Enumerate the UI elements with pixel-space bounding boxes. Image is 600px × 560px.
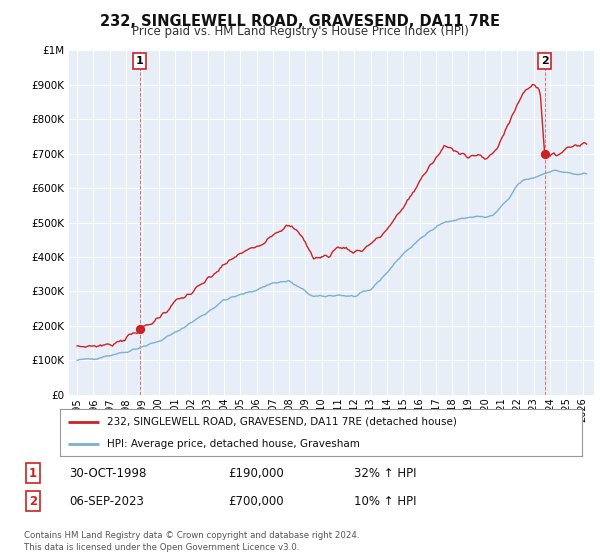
- Text: 1: 1: [136, 56, 143, 66]
- Text: 10% ↑ HPI: 10% ↑ HPI: [354, 494, 416, 508]
- Text: Price paid vs. HM Land Registry's House Price Index (HPI): Price paid vs. HM Land Registry's House …: [131, 25, 469, 38]
- Text: 2: 2: [541, 56, 548, 66]
- Text: 232, SINGLEWELL ROAD, GRAVESEND, DA11 7RE (detached house): 232, SINGLEWELL ROAD, GRAVESEND, DA11 7R…: [107, 417, 457, 427]
- Text: Contains HM Land Registry data © Crown copyright and database right 2024.: Contains HM Land Registry data © Crown c…: [24, 531, 359, 540]
- Text: £700,000: £700,000: [228, 494, 284, 508]
- Point: [135, 325, 145, 334]
- Text: HPI: Average price, detached house, Gravesham: HPI: Average price, detached house, Grav…: [107, 438, 360, 449]
- Text: 232, SINGLEWELL ROAD, GRAVESEND, DA11 7RE: 232, SINGLEWELL ROAD, GRAVESEND, DA11 7R…: [100, 14, 500, 29]
- Point: [540, 150, 550, 158]
- Text: 2: 2: [29, 494, 37, 508]
- Text: 30-OCT-1998: 30-OCT-1998: [69, 466, 146, 480]
- Text: £190,000: £190,000: [228, 466, 284, 480]
- Text: 32% ↑ HPI: 32% ↑ HPI: [354, 466, 416, 480]
- Text: This data is licensed under the Open Government Licence v3.0.: This data is licensed under the Open Gov…: [24, 543, 299, 552]
- Text: 1: 1: [29, 466, 37, 480]
- Text: 06-SEP-2023: 06-SEP-2023: [69, 494, 144, 508]
